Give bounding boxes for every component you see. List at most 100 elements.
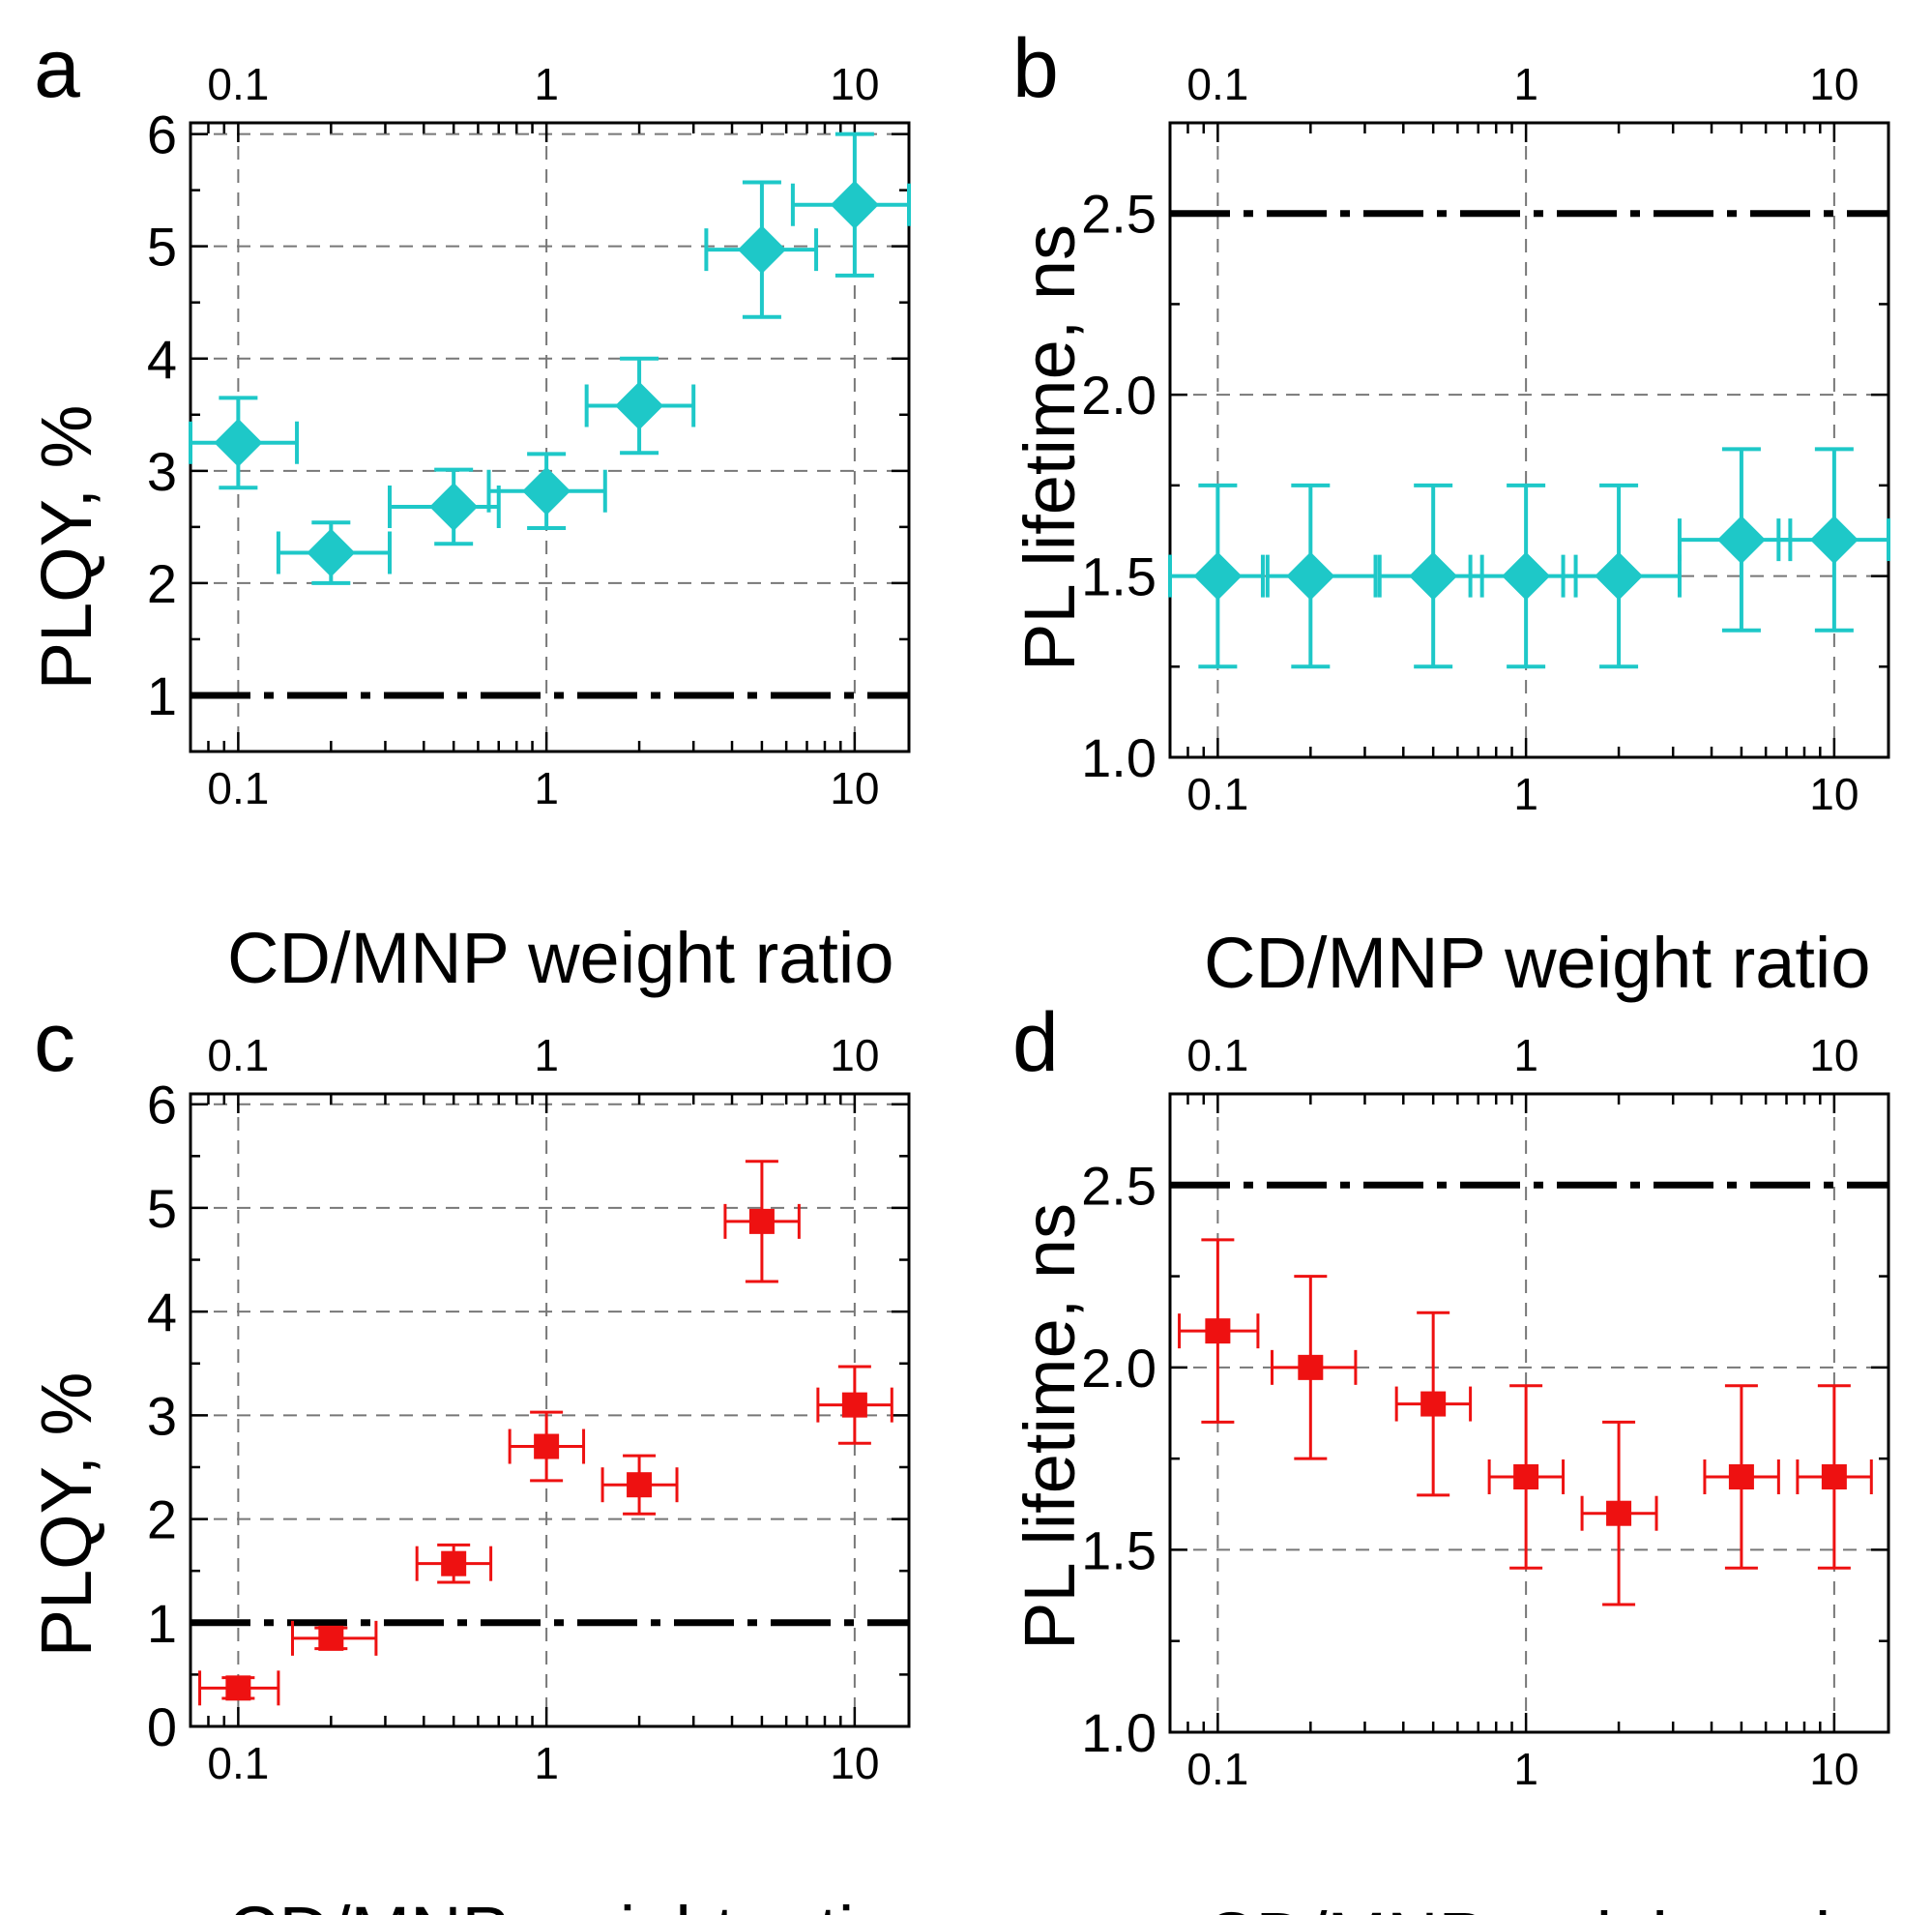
y-tick-label: 1.0 [1081, 1702, 1156, 1763]
panel-c: c 0.1 0.1 1 1 10 10 0 1 2 3 4 5 6 CD/MNP weight ratio P… [26, 996, 911, 1915]
square-marker [1606, 1500, 1632, 1526]
diamond-marker [1502, 551, 1551, 601]
data-point [387, 467, 501, 546]
x-tick-label-top: 10 [830, 59, 879, 109]
y-axis-title: PLQY, % [26, 1372, 106, 1658]
y-tick-label: 5 [147, 217, 177, 278]
square-marker [1728, 1464, 1754, 1489]
y-tick-label: 2.5 [1081, 1155, 1156, 1216]
plot-frame [1168, 121, 1890, 759]
x-tick-label: 10 [830, 763, 879, 813]
y-tick-label: 2.0 [1081, 1338, 1156, 1399]
data-point [1468, 483, 1578, 669]
x-tick-label: 1 [1513, 1744, 1538, 1794]
x-axis-title: CD/MNP weight ratio [1204, 923, 1871, 1003]
data-point [790, 132, 911, 278]
data-point [1561, 483, 1682, 669]
x-tick-label: 0.1 [1186, 769, 1248, 819]
x-axis-title: CD/MNP weight ratio [1204, 1898, 1871, 1915]
plot-frame [189, 1092, 911, 1728]
square-marker [534, 1433, 560, 1459]
data-point [723, 1160, 801, 1283]
x-tick-label-top: 10 [1809, 59, 1859, 109]
data-point [1487, 1384, 1566, 1570]
x-tick-label: 0.1 [207, 1738, 269, 1788]
square-marker [1420, 1391, 1447, 1417]
square-marker [1205, 1318, 1231, 1344]
panel-b: b 0.1 0.1 1 1 10 10 1.0 1.5 2.0 2.5 CD/MNP weight r… [1010, 22, 1890, 1003]
y-tick-label: 5 [147, 1178, 177, 1239]
data-point [276, 520, 392, 585]
data-point [198, 1670, 280, 1706]
diamond-marker [830, 180, 879, 229]
y-tick-label: 2.5 [1081, 184, 1156, 245]
square-marker [225, 1675, 251, 1701]
y-tick-label: 0 [147, 1696, 177, 1757]
data-point [600, 1454, 679, 1516]
plot-frame [1168, 1092, 1890, 1734]
data-point [1703, 1384, 1780, 1570]
data-point [291, 1620, 378, 1656]
data-point [415, 1543, 493, 1584]
square-marker [627, 1472, 653, 1498]
x-axis-title: CD/MNP weight ratio [227, 918, 894, 998]
data-point [189, 396, 300, 490]
diamond-marker [429, 482, 479, 531]
x-tick-label: 10 [830, 1738, 879, 1788]
x-tick-label-top: 1 [534, 59, 559, 109]
y-tick-label: 6 [147, 1075, 177, 1135]
y-tick-label: 1.0 [1081, 727, 1156, 788]
data-point [704, 180, 819, 319]
data-point [1776, 447, 1890, 633]
x-tick-label-top: 0.1 [1186, 1030, 1248, 1080]
y-axis-title: PL lifetime, ns [1010, 224, 1090, 671]
panel-d: d 0.1 0.1 1 1 10 10 1.0 1.5 2.0 2.5 CD/MNP weight r… [1010, 996, 1890, 1915]
square-marker [318, 1625, 344, 1651]
data-point [1796, 1384, 1873, 1570]
data-point [1168, 483, 1265, 669]
data-point [584, 356, 696, 456]
y-tick-label: 1.5 [1081, 1519, 1156, 1580]
diamond-marker [1409, 551, 1458, 601]
y-tick-label: 2.0 [1081, 365, 1156, 426]
data-point [1677, 447, 1793, 633]
diamond-marker [1286, 551, 1335, 601]
diamond-marker [307, 528, 356, 577]
x-tick-label: 10 [1809, 769, 1859, 819]
data-point [1394, 1311, 1473, 1497]
data-point [1377, 483, 1484, 669]
y-axis-title: PL lifetime, ns [1010, 1203, 1090, 1650]
x-tick-label: 1 [1513, 769, 1538, 819]
x-tick-label: 0.1 [207, 763, 269, 813]
diamond-marker [737, 225, 786, 275]
square-marker [1821, 1464, 1847, 1489]
y-tick-label: 2 [147, 553, 177, 614]
y-tick-label: 1 [147, 665, 177, 726]
panel-letter: b [1012, 22, 1059, 115]
data-point [1265, 483, 1378, 669]
panel-letter: a [34, 22, 80, 115]
panel-a: a 0.1 0.1 1 1 10 10 1 2 3 4 5 6 CD/MNP weight ratio PL… [26, 22, 911, 998]
data-point [1178, 1238, 1260, 1424]
square-marker [841, 1392, 867, 1418]
y-tick-label: 3 [147, 441, 177, 502]
data-point [486, 452, 607, 531]
x-tick-label: 10 [1809, 1744, 1859, 1794]
diamond-marker [522, 466, 571, 516]
y-tick-label: 1.5 [1081, 546, 1156, 607]
data-point [816, 1365, 893, 1445]
x-tick-label-top: 0.1 [207, 59, 269, 109]
diamond-marker [1716, 516, 1766, 565]
y-tick-label: 4 [147, 329, 177, 390]
y-tick-label: 3 [147, 1385, 177, 1446]
x-tick-label-top: 0.1 [207, 1030, 269, 1080]
x-tick-label: 1 [534, 1738, 559, 1788]
diamond-marker [1193, 551, 1243, 601]
y-tick-label: 4 [147, 1282, 177, 1342]
y-tick-label: 1 [147, 1593, 177, 1654]
data-point [508, 1410, 586, 1483]
x-tick-label-top: 1 [1513, 1030, 1538, 1080]
square-marker [1513, 1464, 1539, 1489]
square-marker [1298, 1354, 1324, 1380]
data-point [1580, 1420, 1658, 1606]
